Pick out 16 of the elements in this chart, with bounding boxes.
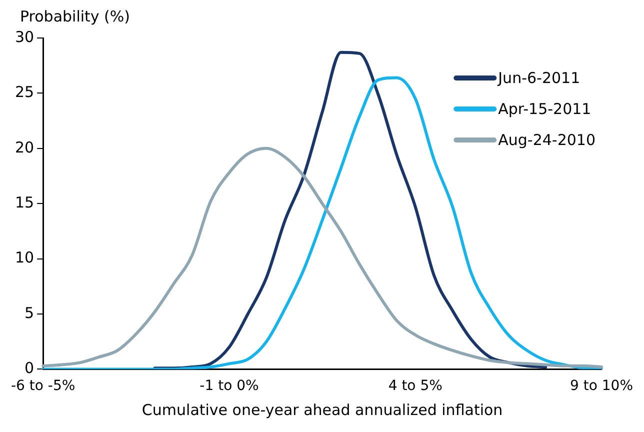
y-tick-label: 20 xyxy=(14,138,34,156)
x-tick-label: 4 to 5% xyxy=(388,378,442,394)
legend-label: Apr-15-2011 xyxy=(498,100,592,118)
x-axis-title: Cumulative one-year ahead annualized inflation xyxy=(142,400,503,419)
y-tick-label: 15 xyxy=(14,193,34,212)
y-tick-label: 5 xyxy=(24,304,34,322)
y-tick-label: 30 xyxy=(14,28,34,46)
y-tick-label: 10 xyxy=(14,248,34,267)
legend-label: Aug-24-2010 xyxy=(498,130,596,149)
y-tick-label: 0 xyxy=(24,359,34,378)
x-tick-label: -6 to -5% xyxy=(10,378,76,394)
y-axis-title: Probability (%) xyxy=(20,7,130,26)
x-tick-label: 9 to 10% xyxy=(570,378,633,394)
x-tick-label: -1 to 0% xyxy=(200,378,259,394)
y-tick-label: 25 xyxy=(14,83,34,102)
legend-label: Jun-6-2011 xyxy=(497,68,580,87)
